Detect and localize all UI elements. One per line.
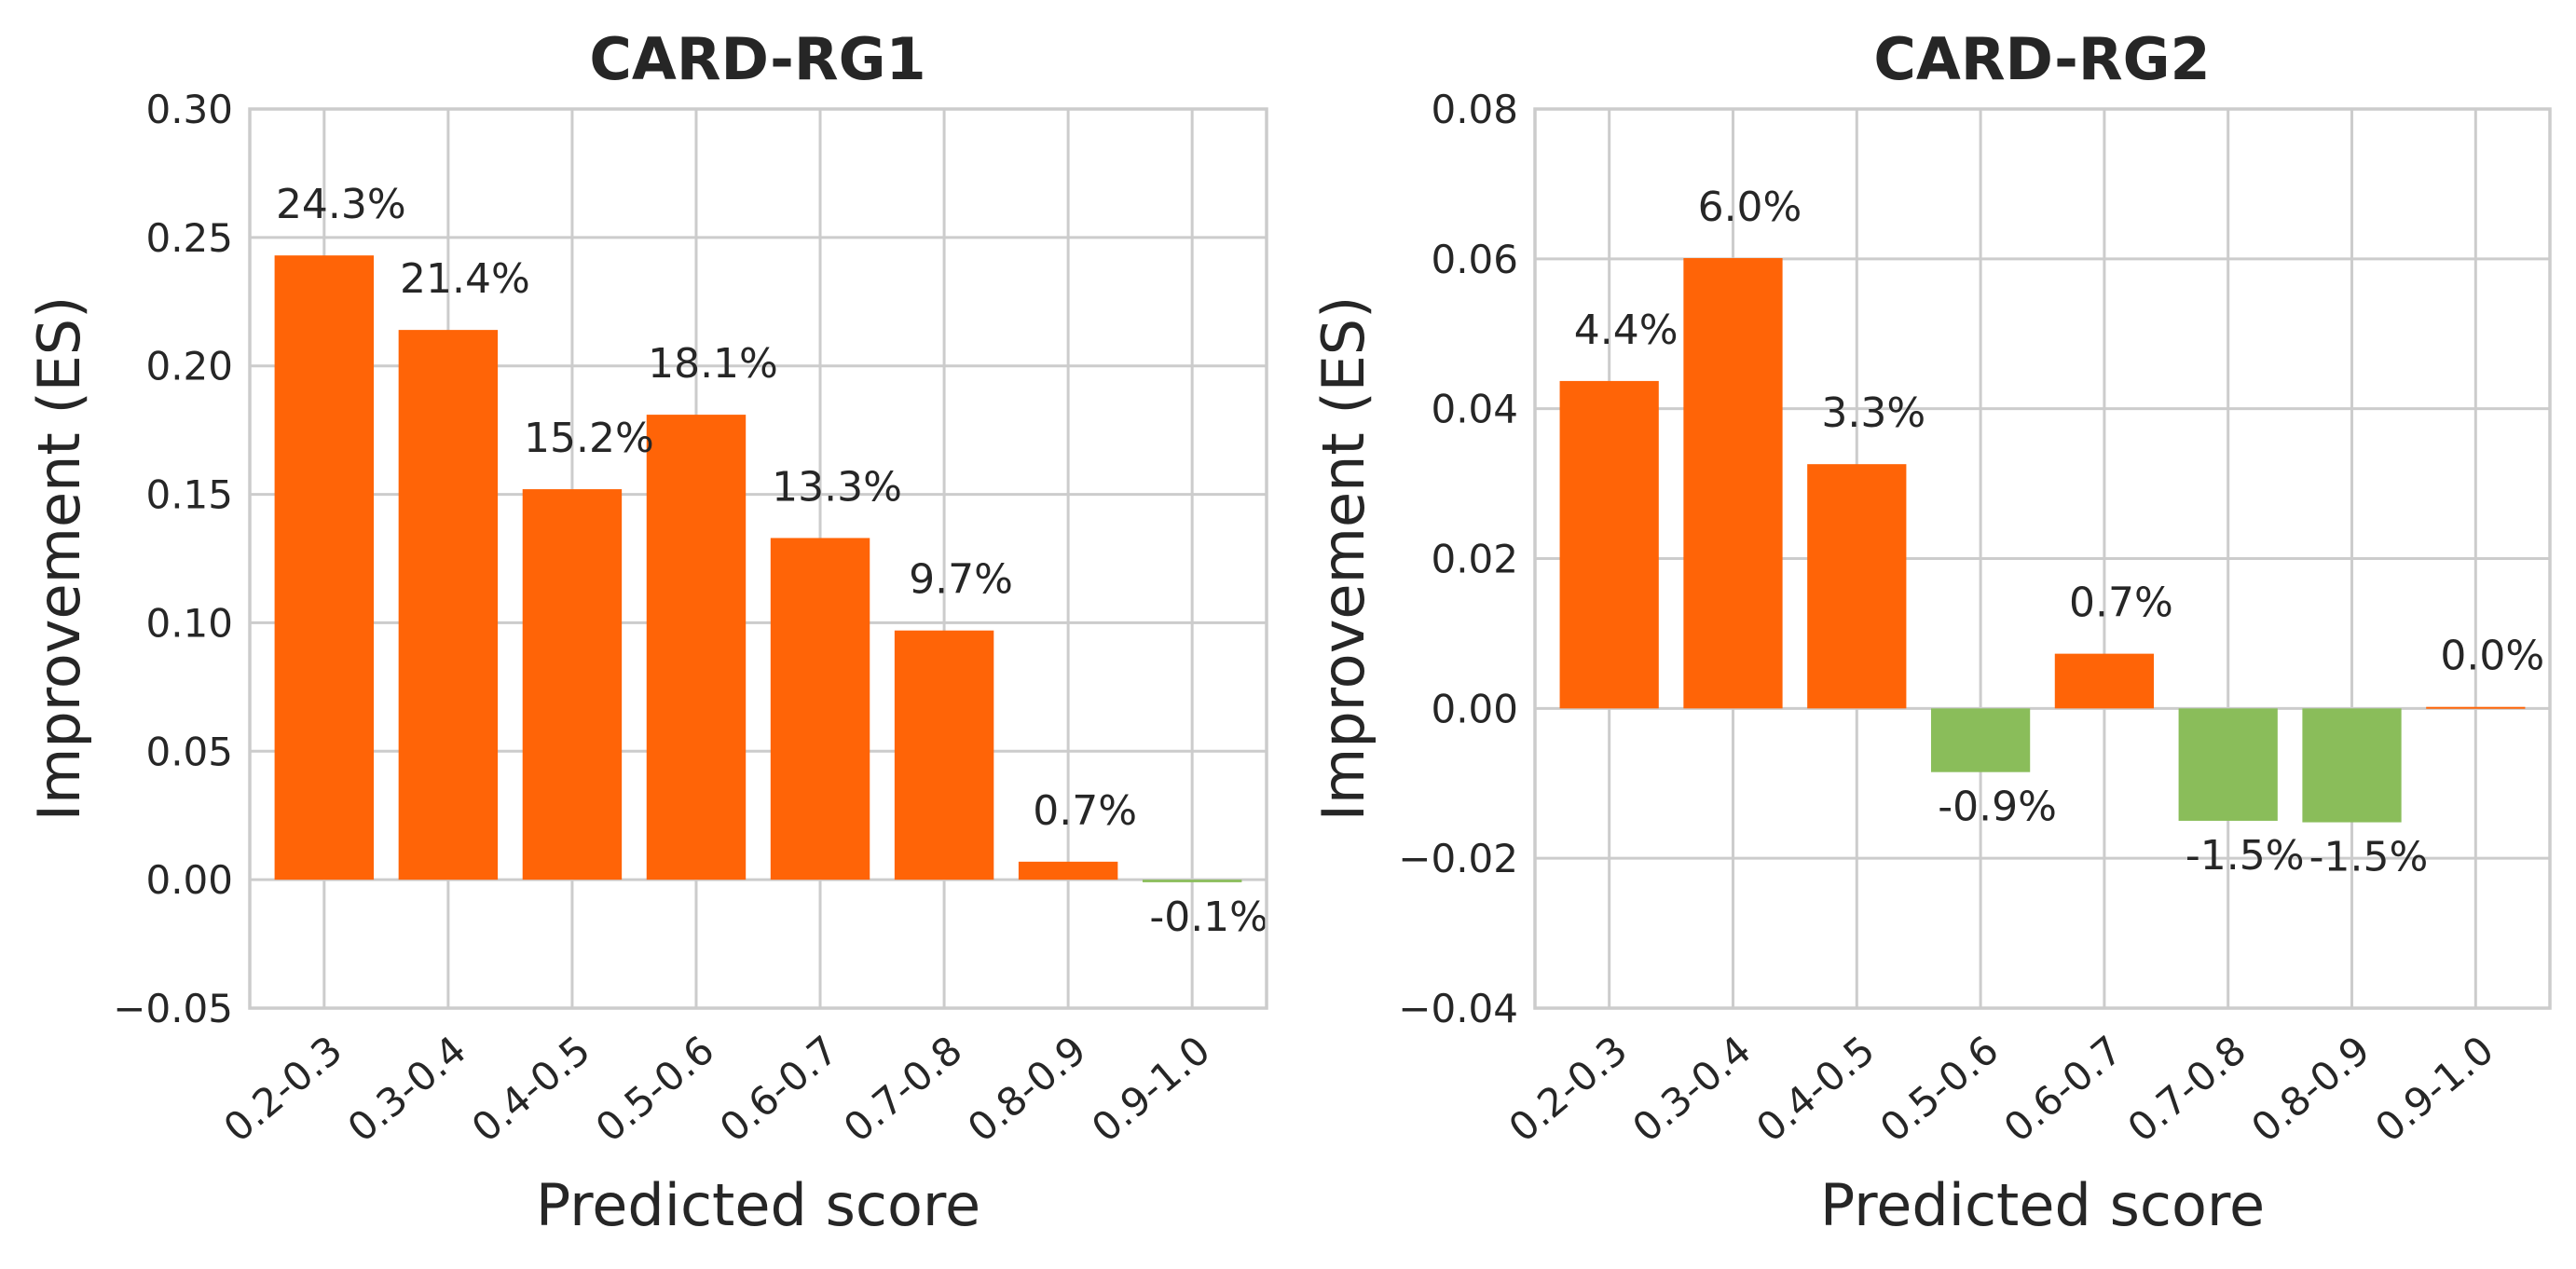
bar — [522, 489, 623, 880]
data-label: 0.7% — [2069, 580, 2173, 627]
data-label: 4.4% — [1574, 307, 1679, 354]
y-tick-label: 0.15 — [145, 472, 233, 518]
bar — [1683, 258, 1783, 709]
x-tick-label: 0.9-1.0 — [1083, 1027, 1218, 1151]
data-label: -0.9% — [1938, 784, 2057, 831]
x-tick-label: 0.8-0.9 — [2242, 1027, 2377, 1151]
x-tick-label: 0.5-0.6 — [587, 1027, 722, 1151]
chart-panel-1: −0.05 0.00 0.05 0.10 0.15 0.20 0.25 0.30 0.2-0.3… — [25, 25, 1268, 1239]
x-tick-label: 0.2-0.3 — [215, 1027, 350, 1151]
y-tick-label: 0.06 — [1431, 237, 1518, 282]
data-label: 18.1% — [648, 340, 778, 388]
plot-frame — [248, 107, 1268, 1010]
y-tick-label: 0.00 — [1431, 686, 1518, 731]
bar — [894, 630, 994, 880]
data-label: -1.5% — [2185, 832, 2305, 880]
y-tick-label: 0.02 — [1431, 537, 1518, 582]
data-label: 13.3% — [772, 463, 902, 511]
chart-title: CARD-RG1 — [589, 25, 925, 93]
y-tick-label: 0.10 — [145, 600, 233, 646]
data-label: 0.0% — [2440, 633, 2544, 680]
bar — [1142, 880, 1242, 882]
bar — [770, 538, 870, 880]
bar — [2426, 706, 2526, 709]
bar — [274, 255, 375, 880]
data-label: 3.3% — [1821, 389, 1925, 437]
data-label: 21.4% — [400, 255, 530, 303]
data-label: -1.5% — [2309, 834, 2429, 881]
y-tick-label: 0.25 — [145, 215, 233, 261]
y-tick-label: −0.05 — [113, 986, 233, 1031]
data-label: 24.3% — [276, 181, 406, 228]
y-tick-label: −0.04 — [1398, 986, 1518, 1031]
y-tick-label: 0.00 — [145, 857, 233, 903]
bar — [2054, 653, 2155, 709]
x-tick-label: 0.2-0.3 — [1500, 1027, 1636, 1151]
x-axis-label: Predicted score — [1820, 1171, 2265, 1239]
plot-frame — [1533, 107, 2552, 1010]
x-tick-label: 0.3-0.4 — [339, 1027, 474, 1151]
data-label: -0.1% — [1149, 894, 1268, 941]
bar — [1807, 464, 1907, 709]
data-label: 0.7% — [1033, 787, 1137, 835]
x-tick-label: 0.4-0.5 — [463, 1027, 598, 1151]
data-label: 6.0% — [1698, 184, 1802, 231]
x-tick-label: 0.7-0.8 — [2119, 1027, 2254, 1151]
x-tick-label: 0.4-0.5 — [1747, 1027, 1883, 1151]
y-tick-label: 0.08 — [1431, 87, 1518, 132]
x-tick-label: 0.9-1.0 — [2366, 1027, 2501, 1151]
bar — [398, 330, 499, 880]
chart-title: CARD-RG2 — [1873, 25, 2210, 93]
y-tick-label: 0.20 — [145, 344, 233, 389]
x-tick-label: 0.6-0.7 — [711, 1027, 846, 1151]
data-label: 15.2% — [524, 415, 654, 462]
data-label: 9.7% — [909, 556, 1013, 604]
bar — [2178, 708, 2278, 821]
bar — [646, 415, 747, 880]
x-tick-label: 0.8-0.9 — [959, 1027, 1094, 1151]
y-tick-label: 0.05 — [145, 729, 233, 774]
bar — [1930, 708, 2031, 772]
chart-panel-2: −0.04 −0.02 0.00 0.02 0.04 0.06 0.08 0.2-0.30.3… — [1309, 25, 2552, 1239]
y-tick-label: −0.02 — [1398, 836, 1518, 881]
y-tick-label: 0.30 — [145, 87, 233, 132]
x-tick-label: 0.3-0.4 — [1624, 1027, 1759, 1151]
bar — [2302, 708, 2402, 823]
bar — [1018, 861, 1118, 880]
x-tick-label: 0.5-0.6 — [1871, 1027, 2007, 1151]
y-axis-label: Improvement (ES) — [25, 296, 93, 822]
y-tick-label: 0.04 — [1431, 387, 1518, 432]
x-tick-label: 0.6-0.7 — [1995, 1027, 2131, 1151]
y-axis-label: Improvement (ES) — [1309, 296, 1377, 822]
x-tick-label: 0.7-0.8 — [835, 1027, 970, 1151]
bar — [1559, 380, 1659, 709]
x-axis-label: Predicted score — [536, 1171, 980, 1239]
